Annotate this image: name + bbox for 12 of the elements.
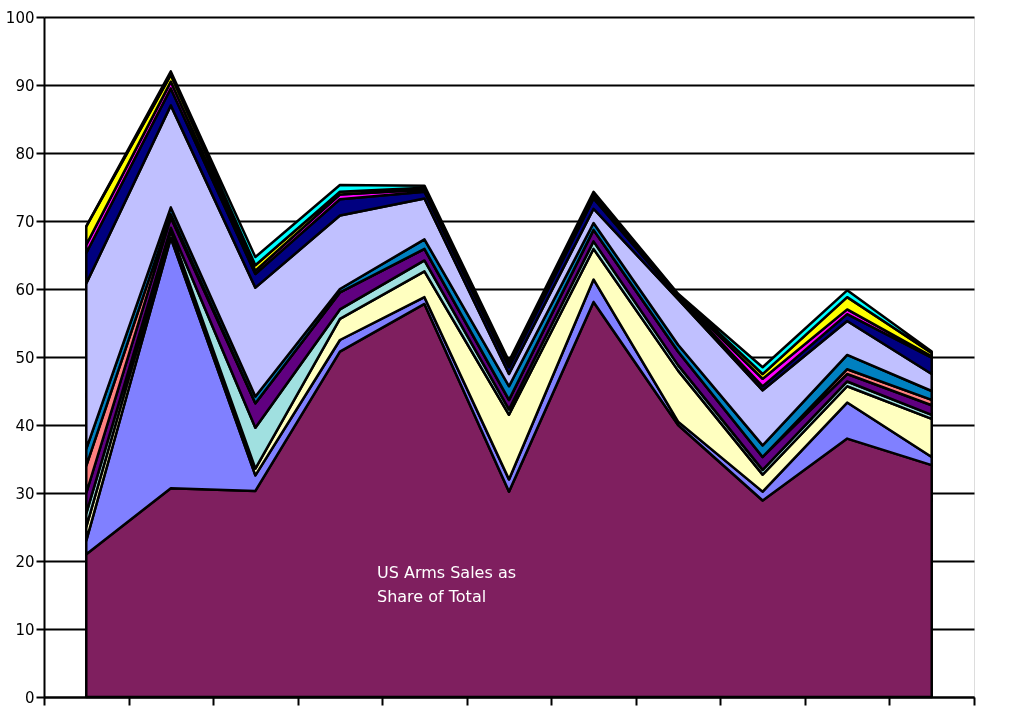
y-tick-label: 50 (15, 348, 35, 367)
y-tick-label: 80 (15, 144, 35, 163)
y-tick-label: 60 (15, 280, 35, 299)
y-tick-label: 10 (15, 620, 35, 639)
y-tick-label: 100 (5, 8, 35, 27)
y-tick-label: 20 (15, 552, 35, 571)
y-tick-label: 40 (15, 416, 35, 435)
y-tick-label: 70 (15, 212, 35, 231)
y-tick-label: 30 (15, 484, 35, 503)
annotation: US Arms Sales as Share of Total (377, 563, 517, 606)
y-tick-label: 0 (24, 688, 35, 707)
y-tick-label: 90 (15, 76, 35, 95)
